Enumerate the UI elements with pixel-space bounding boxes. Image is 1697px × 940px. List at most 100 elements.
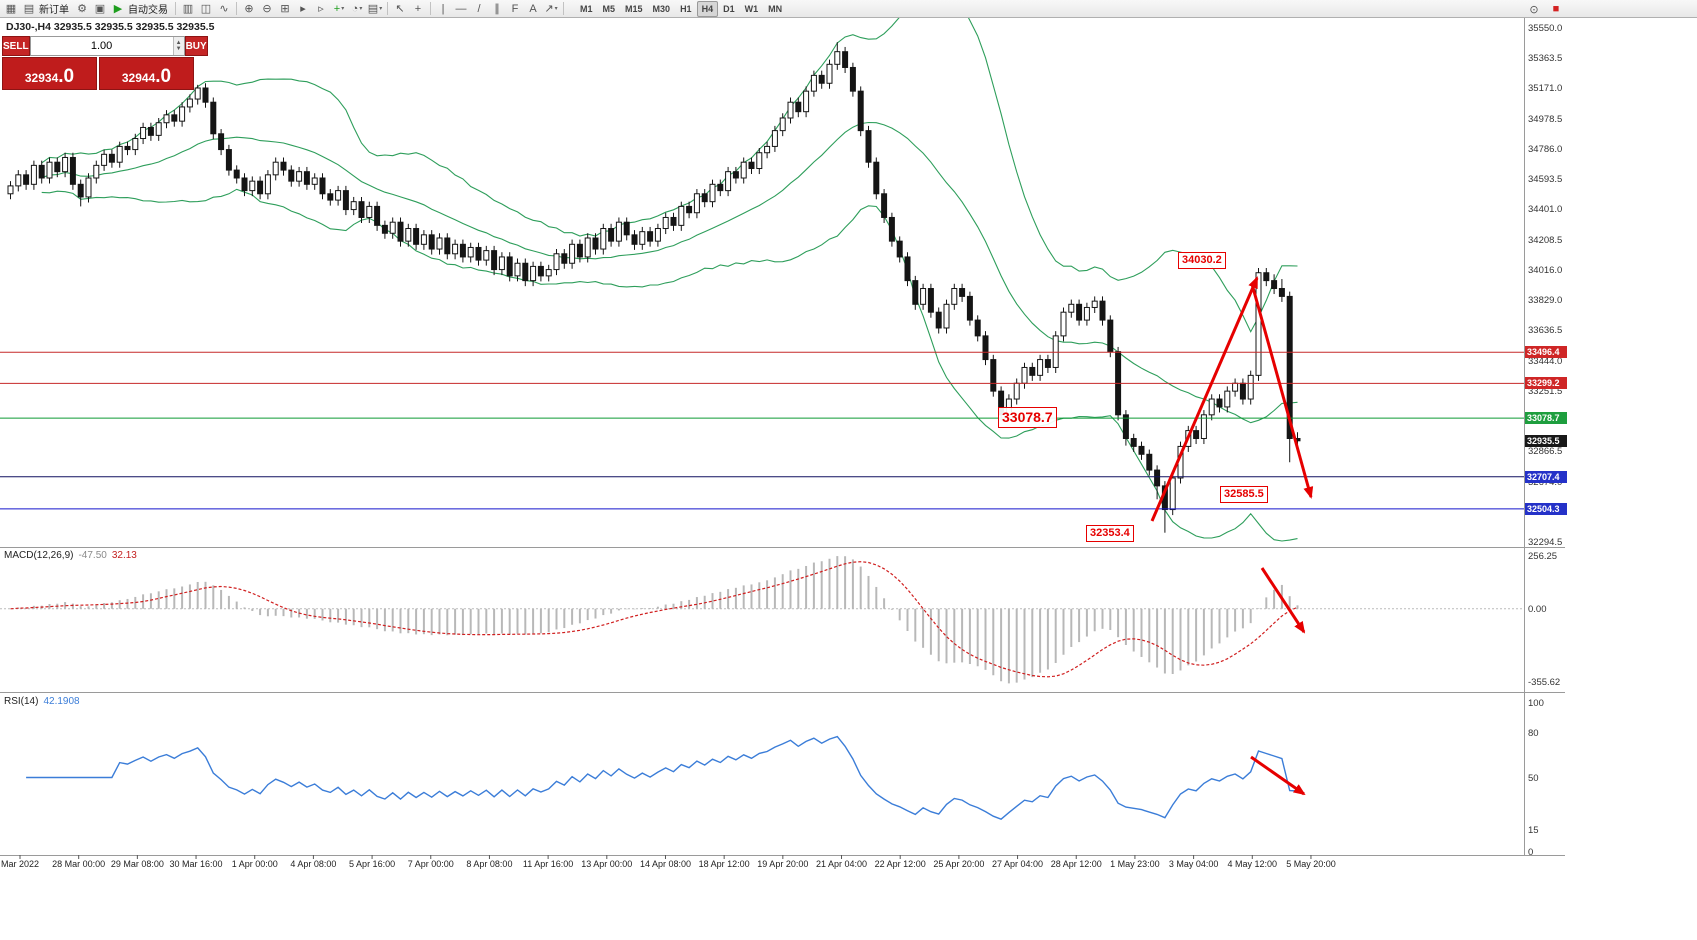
candle-body xyxy=(881,193,888,218)
autotrading-button[interactable]: ▶ xyxy=(113,3,123,15)
trend-arrow xyxy=(1150,276,1259,522)
candle-body xyxy=(592,237,599,250)
timeframe-w1-button[interactable]: W1 xyxy=(744,3,759,14)
fibonacci-icon[interactable]: F xyxy=(511,2,519,15)
candle-body xyxy=(654,228,661,242)
candle-body xyxy=(569,243,576,264)
vertical-line-icon[interactable]: | xyxy=(441,2,445,15)
timeframe-m15-button[interactable]: M15 xyxy=(625,3,643,14)
stepper-down-icon[interactable]: ▼ xyxy=(175,46,182,52)
timeframe-mn-button[interactable]: MN xyxy=(768,3,783,14)
candle-body xyxy=(264,174,271,195)
candle-body xyxy=(381,224,388,234)
arrows-icon[interactable]: ↗ ▾ xyxy=(544,3,558,15)
sell-button[interactable]: SELL xyxy=(2,36,30,56)
candle-body xyxy=(163,114,170,124)
candle-body xyxy=(358,201,365,218)
time-axis-label: 5 May 20:00 xyxy=(1286,859,1336,869)
price-annotation-label: 33078.7 xyxy=(998,407,1057,428)
candle-body xyxy=(896,240,903,258)
candle-body xyxy=(77,183,84,198)
templates-icon[interactable]: ▤ ▾ xyxy=(367,3,383,15)
time-axis-label: 18 Apr 12:00 xyxy=(698,859,750,869)
candle-body xyxy=(912,280,919,305)
volume-stepper[interactable]: ▲ ▼ xyxy=(172,37,184,55)
horizontal-line-icon[interactable]: — xyxy=(455,2,467,15)
auto-scroll-icon[interactable]: ▸ xyxy=(300,3,306,15)
zoom-out-icon[interactable]: ⊖ xyxy=(262,3,272,15)
candle-body xyxy=(725,171,732,192)
candle-body xyxy=(69,156,76,185)
candlestick-chart-icon[interactable]: ◫ xyxy=(200,3,212,15)
time-axis-label: 1 Apr 00:00 xyxy=(231,859,278,869)
new-order-icon[interactable]: ▤ xyxy=(23,3,35,15)
timeframe-m30-button[interactable]: M30 xyxy=(652,3,671,14)
text-icon[interactable]: A xyxy=(529,2,537,15)
candle-body xyxy=(1278,288,1285,297)
candle-body xyxy=(210,101,217,135)
macd-axis-tick: 256.25 xyxy=(1528,551,1558,562)
volume-input[interactable] xyxy=(30,37,173,55)
timeframe-m5-button[interactable]: M5 xyxy=(602,3,616,14)
candle-body xyxy=(327,193,334,201)
timeframe-h4-button[interactable]: H4 xyxy=(696,0,719,17)
new-chart-icon[interactable]: ▦ xyxy=(5,3,17,15)
candle-body xyxy=(233,169,240,179)
search-icon[interactable]: ⊙ xyxy=(1529,3,1539,16)
price-axis-tick: 34786.0 xyxy=(1528,143,1563,155)
crosshair-icon[interactable]: + xyxy=(414,2,422,15)
indicators-icon[interactable]: + ▾ xyxy=(333,2,345,15)
candle-body xyxy=(225,149,232,171)
chart-shift-icon[interactable]: ▹ xyxy=(318,3,324,15)
candle-body xyxy=(335,190,342,201)
alert-icon[interactable]: ■ xyxy=(1552,3,1560,15)
periods-icon[interactable]: ◔ ▾ xyxy=(351,2,363,15)
price-axis-tick: 33829.0 xyxy=(1528,295,1563,307)
buy-button[interactable]: BUY xyxy=(184,36,208,56)
candle-body xyxy=(194,87,201,100)
history-center-icon[interactable]: ▣ xyxy=(94,3,106,15)
line-chart-icon[interactable]: ∿ xyxy=(219,3,229,15)
timeframe-buttons: M1 M5 M15 M30 H1 H4 D1 W1 MN xyxy=(575,0,787,17)
rsi-name: RSI(14) xyxy=(4,696,39,707)
trend-arrow xyxy=(1260,567,1306,634)
candle-body xyxy=(576,243,583,258)
stepper-up-icon[interactable]: ▲ xyxy=(175,40,182,46)
new-order-icon-label[interactable]: 新订单 xyxy=(39,5,69,16)
candle-body xyxy=(1263,272,1270,282)
candle-body xyxy=(452,243,459,255)
trendline-icon[interactable]: / xyxy=(477,2,481,15)
buy-price[interactable]: 32944.0 xyxy=(99,57,194,90)
rsi-axis-tick: 15 xyxy=(1528,824,1539,836)
cursor-icon[interactable]: ↖ xyxy=(395,3,405,15)
timeframe-m1-button[interactable]: M1 xyxy=(580,3,593,14)
zoom-in-icon[interactable]: ⊕ xyxy=(244,3,254,15)
sell-price[interactable]: 32934.0 xyxy=(2,57,97,90)
volume-field: ▲▼ xyxy=(29,36,185,56)
timeframe-d1-button[interactable]: D1 xyxy=(723,3,735,14)
time-axis-label: 4 May 12:00 xyxy=(1227,859,1278,869)
candle-body xyxy=(779,117,786,132)
time-axis-label: 11 Apr 16:00 xyxy=(522,859,574,869)
tile-windows-icon[interactable]: ⊞ xyxy=(280,3,290,15)
candle-body xyxy=(1154,469,1161,487)
candle-body xyxy=(810,74,817,92)
timeframe-h1-button[interactable]: H1 xyxy=(680,3,692,14)
time-axis-label: 25 Apr 20:00 xyxy=(933,859,985,869)
candle-body xyxy=(865,130,872,163)
channel-icon[interactable]: ∥ xyxy=(494,3,500,15)
time-axis-label: 5 Apr 16:00 xyxy=(349,859,396,869)
macd-signal-value: 32.13 xyxy=(111,550,137,561)
expert-settings-icon[interactable]: ⚙ xyxy=(77,3,87,15)
candle-body xyxy=(639,231,646,245)
candle-body xyxy=(1200,414,1207,440)
bar-chart-icon[interactable]: ▥ xyxy=(182,3,194,15)
candle-body xyxy=(959,288,966,297)
candle-body xyxy=(108,153,115,163)
autotrading-button-label[interactable]: 自动交易 xyxy=(128,5,168,16)
toolbar-separator xyxy=(236,2,237,15)
candle-body xyxy=(1216,398,1223,408)
candle-body xyxy=(1286,295,1293,440)
candle-body xyxy=(186,98,193,108)
